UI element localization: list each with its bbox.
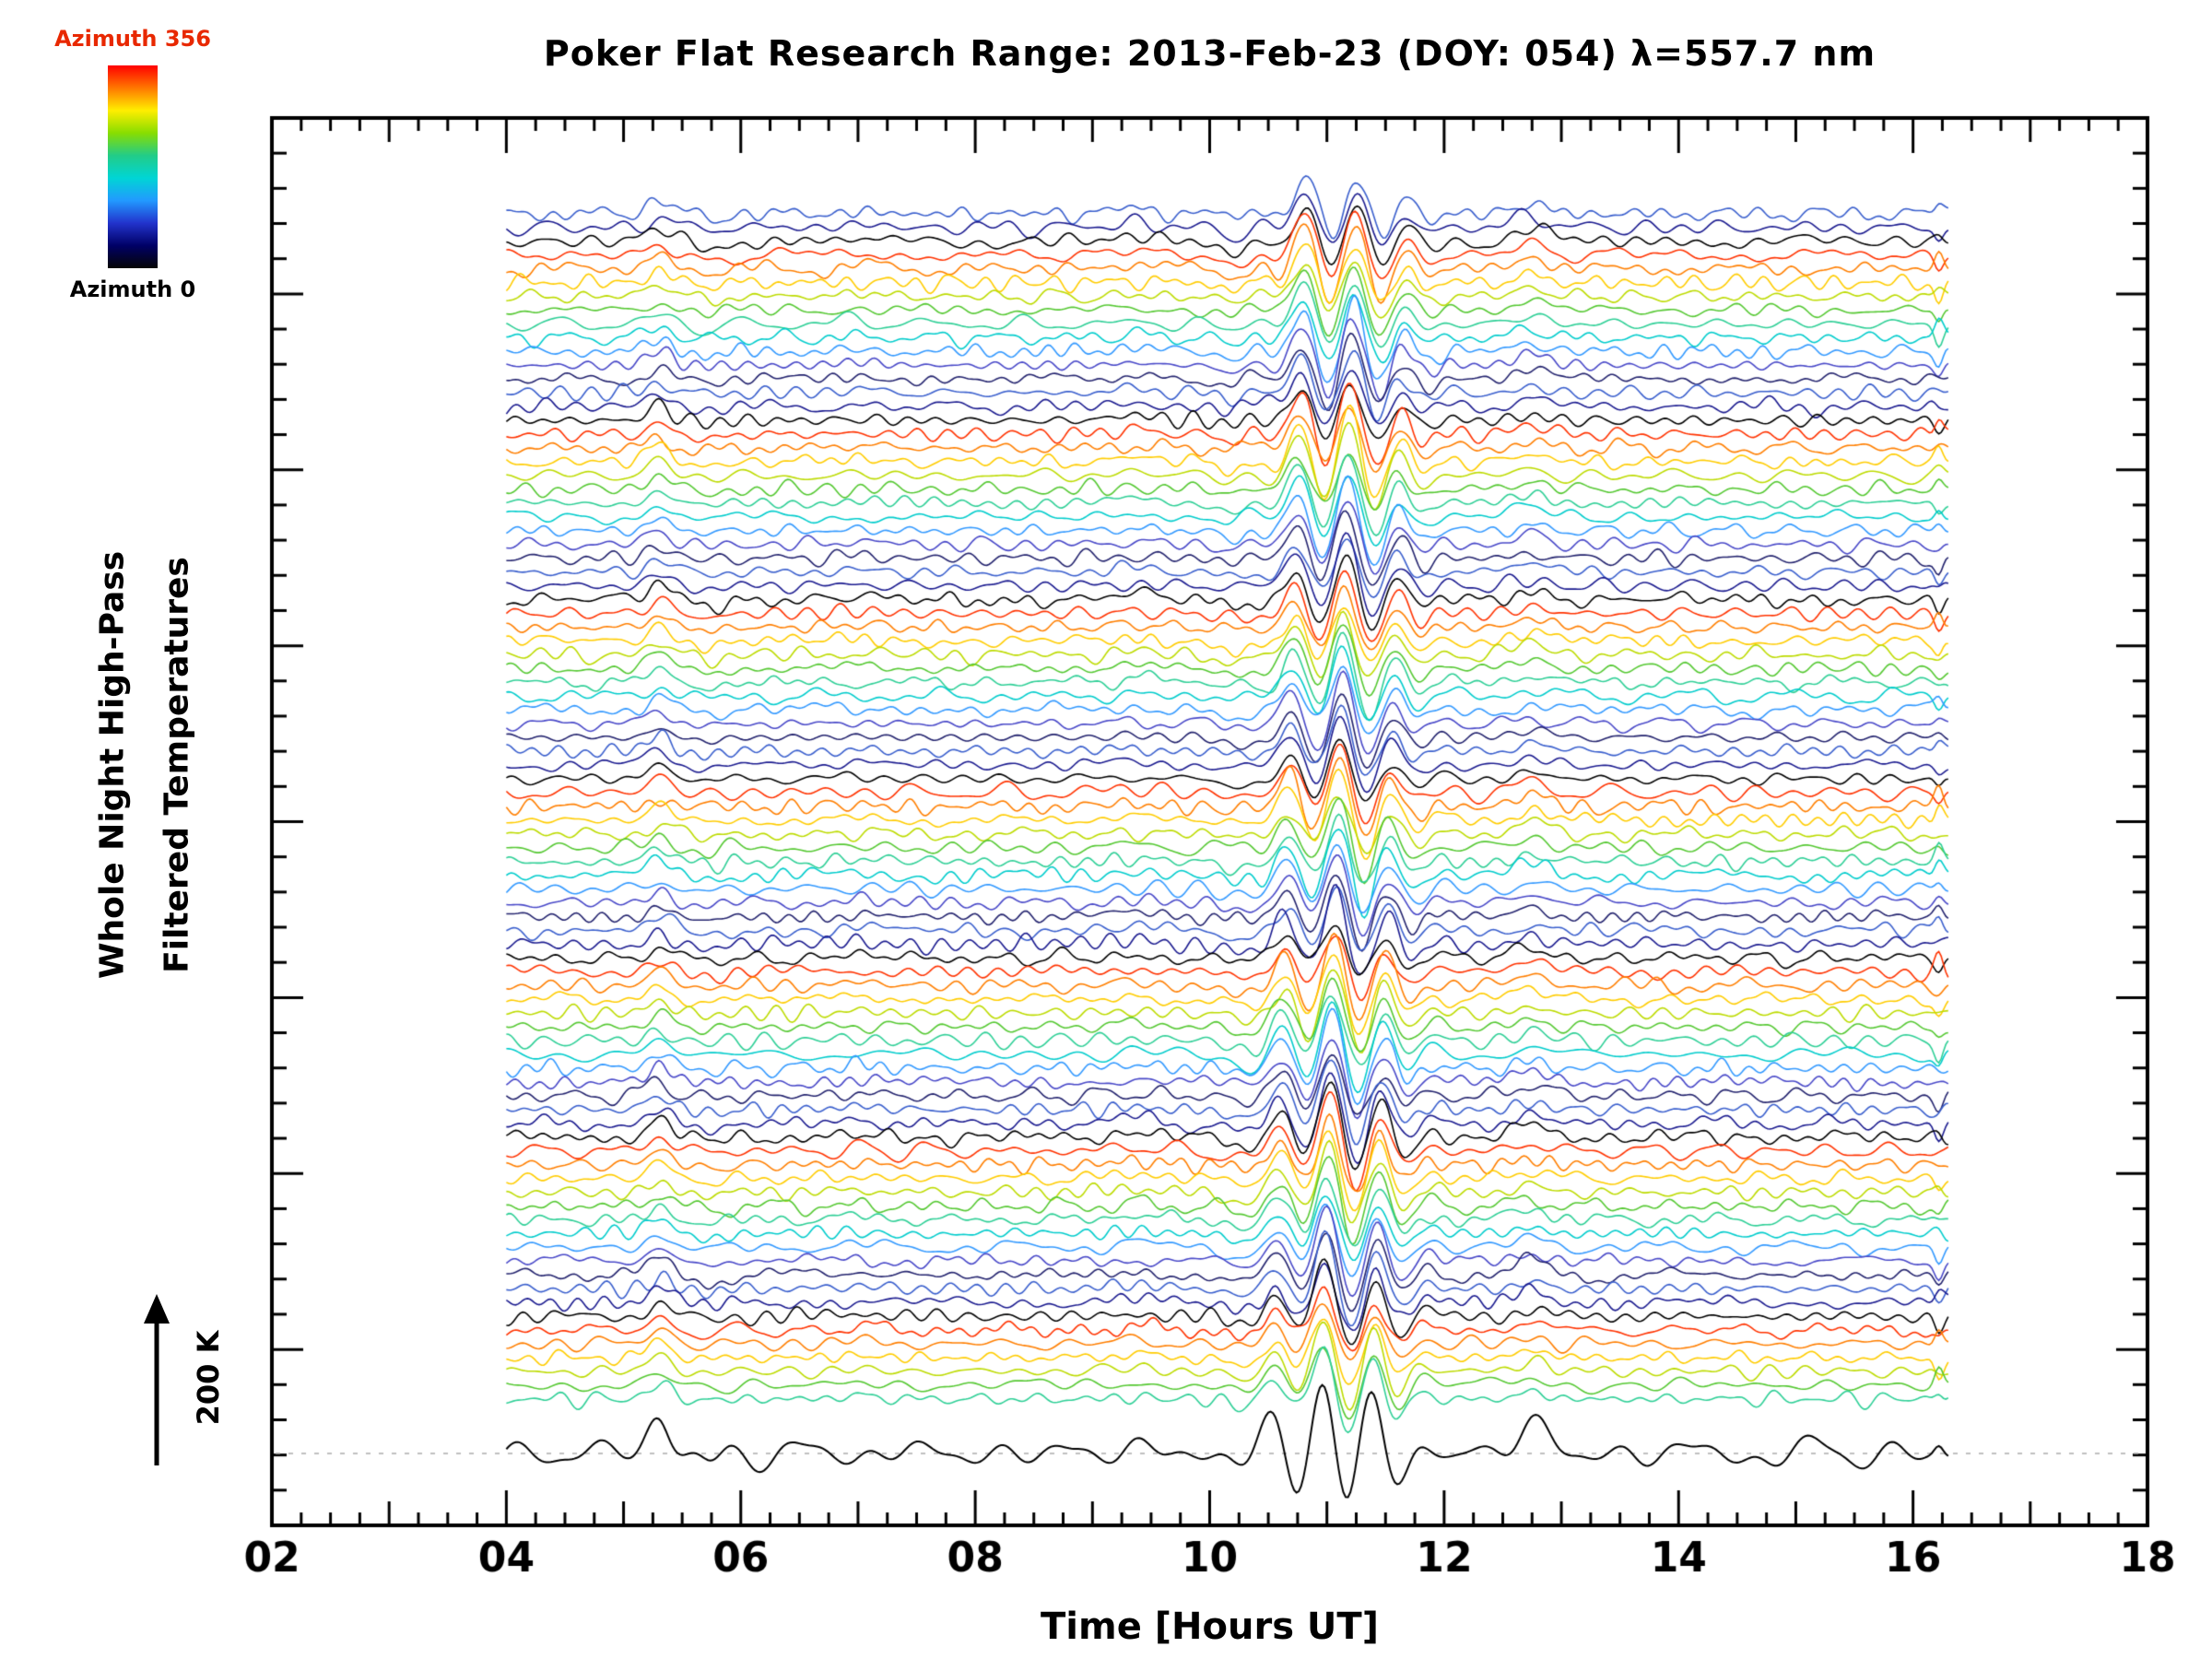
x-axis-label: Time [Hours UT] [1041, 1606, 1379, 1648]
